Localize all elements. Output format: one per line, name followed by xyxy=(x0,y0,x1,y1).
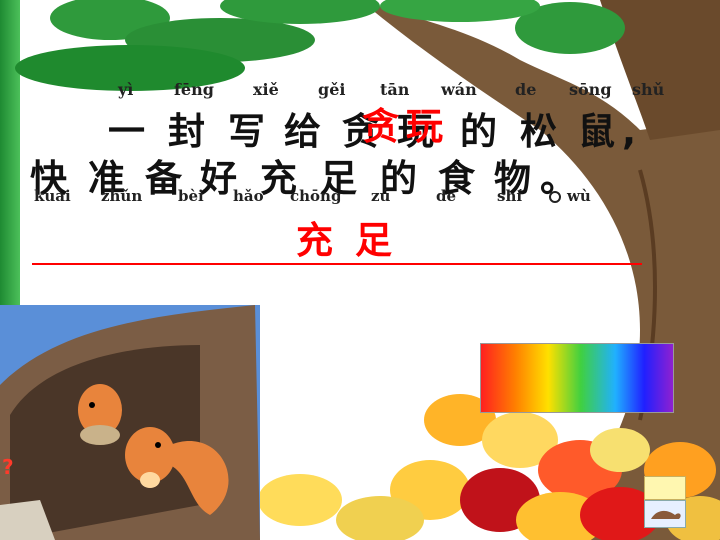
hanzi: 足 xyxy=(320,157,357,200)
hanzi: 一 xyxy=(108,110,145,153)
highlight-word: 玩 xyxy=(406,105,443,148)
pinyin: wù xyxy=(567,187,591,205)
pinyin: wán xyxy=(441,80,477,99)
pinyin: gěi xyxy=(318,80,346,99)
pinyin: yì xyxy=(118,80,134,99)
hanzi: 物 xyxy=(494,157,531,200)
pinyin: hǎo xyxy=(233,187,264,205)
pinyin: de xyxy=(515,80,537,99)
hanzi: 。 xyxy=(540,157,577,200)
pinyin: chōng xyxy=(290,187,342,205)
hanzi: 食 xyxy=(438,157,475,200)
hanzi: 备 xyxy=(145,157,182,200)
hanzi: 足 xyxy=(355,219,392,262)
pinyin: zú xyxy=(371,187,391,205)
hanzi: 快 xyxy=(30,157,67,200)
hanzi: 给 xyxy=(284,110,321,153)
pinyin: de xyxy=(436,187,457,205)
pinyin: zhǔn xyxy=(101,187,143,205)
hanzi: 准 xyxy=(88,157,125,200)
hanzi: 封 xyxy=(168,110,205,153)
pinyin: shí xyxy=(497,187,523,205)
pinyin: sōng xyxy=(569,80,612,99)
pinyin: xiě xyxy=(253,80,279,99)
hanzi: , xyxy=(622,110,637,153)
nav-button[interactable] xyxy=(644,476,686,500)
hanzi: 玩 xyxy=(397,110,434,153)
rainbow-button[interactable] xyxy=(480,343,674,413)
apples-pile xyxy=(258,394,720,540)
squirrel-icon xyxy=(651,510,681,519)
pinyin: tān xyxy=(380,80,410,99)
squirrel-cartoon xyxy=(0,305,260,540)
pinyin: shǔ xyxy=(632,80,665,99)
hanzi: 充 xyxy=(296,219,333,262)
highlight-word: 贪 xyxy=(362,105,399,148)
hanzi: 贪 xyxy=(342,110,379,153)
hanzi: 鼠 xyxy=(578,110,615,153)
hanzi: 写 xyxy=(228,110,265,153)
hanzi: 松 xyxy=(520,110,557,153)
hanzi: 充 xyxy=(260,157,297,200)
squirrel-question-mark: ? xyxy=(2,455,14,479)
pinyin: kuài xyxy=(34,187,71,205)
pinyin: bèi xyxy=(178,187,204,205)
return-button[interactable] xyxy=(644,500,686,528)
answer-underline xyxy=(32,263,642,265)
pinyin: fēng xyxy=(174,80,214,99)
hanzi: 的 xyxy=(380,157,417,200)
hanzi: 好 xyxy=(200,157,237,200)
hanzi: 的 xyxy=(460,110,497,153)
dot-icon xyxy=(549,191,561,203)
